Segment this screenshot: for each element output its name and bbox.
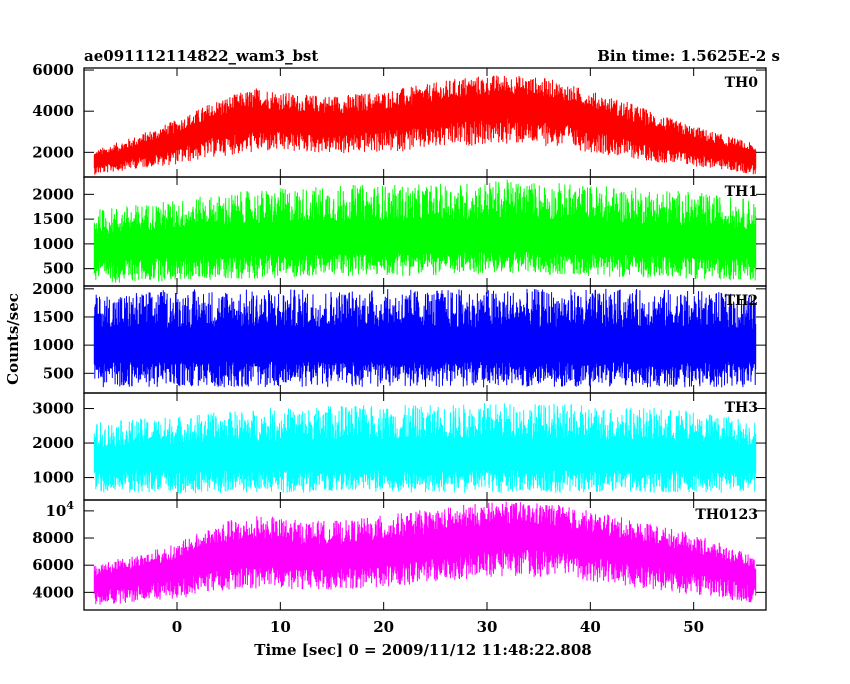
series-line-th2 <box>93 288 757 388</box>
series-line-th0 <box>93 75 757 175</box>
y-tick-label: 3000 <box>32 400 74 418</box>
y-tick-label: 4000 <box>32 583 74 601</box>
panel-label: TH0123 <box>695 507 758 523</box>
y-axis-label: Counts/sec <box>4 293 22 385</box>
x-tick-label: 20 <box>373 618 394 636</box>
x-tick-label: 40 <box>580 618 601 636</box>
y-tick-label: 500 <box>43 260 74 278</box>
series-line-th0123 <box>93 501 757 605</box>
y-tick-label: 1000 <box>32 469 74 487</box>
y-tick-label: 1500 <box>32 210 74 228</box>
y-tick-label: 2000 <box>32 185 74 203</box>
panel-th3: 1000 2000 3000 TH3 <box>32 392 767 501</box>
y-tick-label: 2000 <box>32 280 74 298</box>
y-tick-label: 1500 <box>32 308 74 326</box>
panel-label: TH1 <box>725 184 758 200</box>
panel-th1: 500 1000 1500 2000 TH1 <box>32 176 767 287</box>
panel-frame <box>83 499 767 611</box>
bin-time-label: Bin time: 1.5625E-2 s <box>597 47 780 65</box>
y-tick-label: 1000 <box>32 235 74 253</box>
panel-label: TH0 <box>725 75 759 91</box>
series-line-th1 <box>93 179 757 283</box>
y-tick-label: 2000 <box>32 434 74 452</box>
panel-th0123: 4000 6000 8000 104 TH0123 <box>32 499 767 611</box>
x-tick-label: 30 <box>477 618 498 636</box>
y-tick-label: 8000 <box>32 529 74 547</box>
y-tick-label: 6000 <box>32 61 74 79</box>
panel-th0: 2000 4000 6000 TH0 <box>32 61 767 178</box>
x-tick-label: 0 <box>172 618 182 636</box>
x-tick-label: 50 <box>683 618 704 636</box>
panel-label: TH2 <box>725 293 758 309</box>
y-tick-label: 2000 <box>32 143 74 161</box>
y-tick-label: 4000 <box>32 102 74 120</box>
y-tick-label: 104 <box>45 499 74 520</box>
series-line-th3 <box>93 403 757 494</box>
y-tick-label: 6000 <box>32 556 74 574</box>
panel-label: TH3 <box>725 400 758 416</box>
plot-title: ae091112114822_wam3_bst <box>84 47 318 65</box>
panel-th2: 500 1000 1500 2000 TH2 <box>32 280 767 394</box>
y-tick-label: 1000 <box>32 336 74 354</box>
x-axis-label: Time [sec] 0 = 2009/11/12 11:48:22.808 <box>254 641 591 659</box>
x-tick-label: 10 <box>270 618 291 636</box>
y-tick-label: 500 <box>43 364 74 382</box>
